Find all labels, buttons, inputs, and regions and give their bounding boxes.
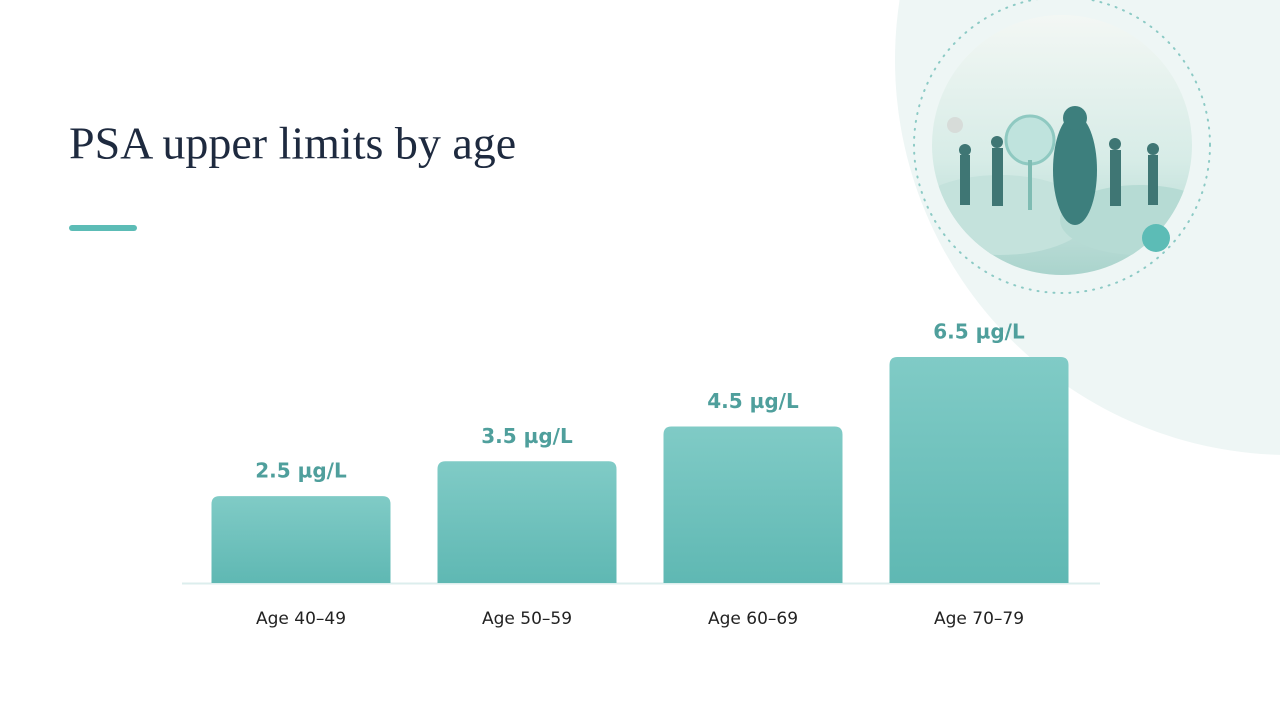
x-tick-label: Age 40–49: [256, 609, 346, 629]
value-label: 3.5 µg/L: [481, 424, 573, 448]
chart-title: PSA upper limits by age: [69, 118, 516, 169]
value-label: 2.5 µg/L: [255, 459, 347, 483]
bar: [663, 426, 843, 583]
dotted-ring: [913, 0, 1211, 294]
bar: [889, 357, 1069, 583]
x-tick-label: Age 60–69: [708, 609, 798, 629]
bar: [437, 461, 617, 583]
title-accent: [69, 225, 137, 231]
value-label: 4.5 µg/L: [707, 389, 799, 413]
bar: [211, 496, 391, 583]
x-tick-label: Age 50–59: [482, 609, 572, 629]
value-label: 6.5 µg/L: [933, 320, 1025, 344]
accent-dot: [1142, 224, 1170, 252]
x-tick-label: Age 70–79: [934, 609, 1024, 629]
